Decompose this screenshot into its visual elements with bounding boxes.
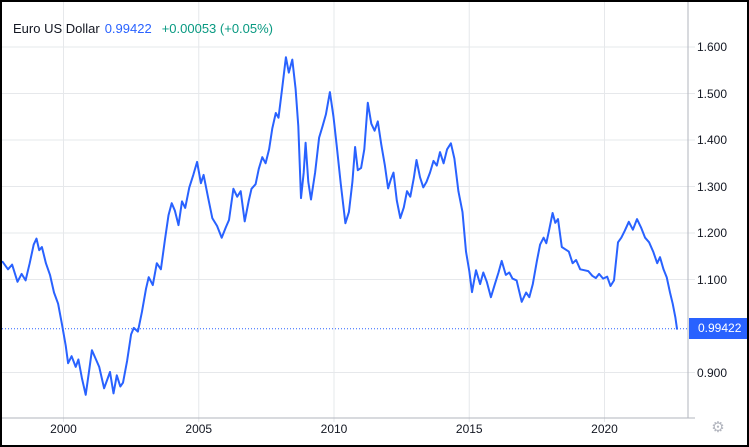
symbol-name: Euro US Dollar xyxy=(13,21,100,36)
price-tick-label: 1.600 xyxy=(697,40,728,54)
price-change: +0.00053 (+0.05%) xyxy=(161,21,274,36)
time-tick-label: 2015 xyxy=(455,422,483,436)
last-price: 0.99422 xyxy=(104,21,152,36)
price-tick-label: 0.900 xyxy=(697,365,728,380)
time-tick-label: 2020 xyxy=(591,422,618,436)
time-tick-label: 2000 xyxy=(50,422,77,436)
current-price-label: 0.99422 xyxy=(689,318,747,340)
price-tick-label: 1.200 xyxy=(697,226,728,240)
price-line-series xyxy=(2,56,678,396)
price-tick-label: 1.400 xyxy=(697,133,728,147)
settings-gear-icon[interactable]: ⚙ xyxy=(711,419,725,436)
symbol-header: Euro US Dollar 0.99422 +0.00053 (+0.05%) xyxy=(13,21,273,36)
price-tick-label: 1.300 xyxy=(697,179,728,194)
price-tick-label: 1.100 xyxy=(697,272,728,287)
time-tick-label: 2005 xyxy=(185,422,213,436)
time-tick-label: 2010 xyxy=(320,422,348,436)
price-tick-label: 1.500 xyxy=(697,86,728,101)
